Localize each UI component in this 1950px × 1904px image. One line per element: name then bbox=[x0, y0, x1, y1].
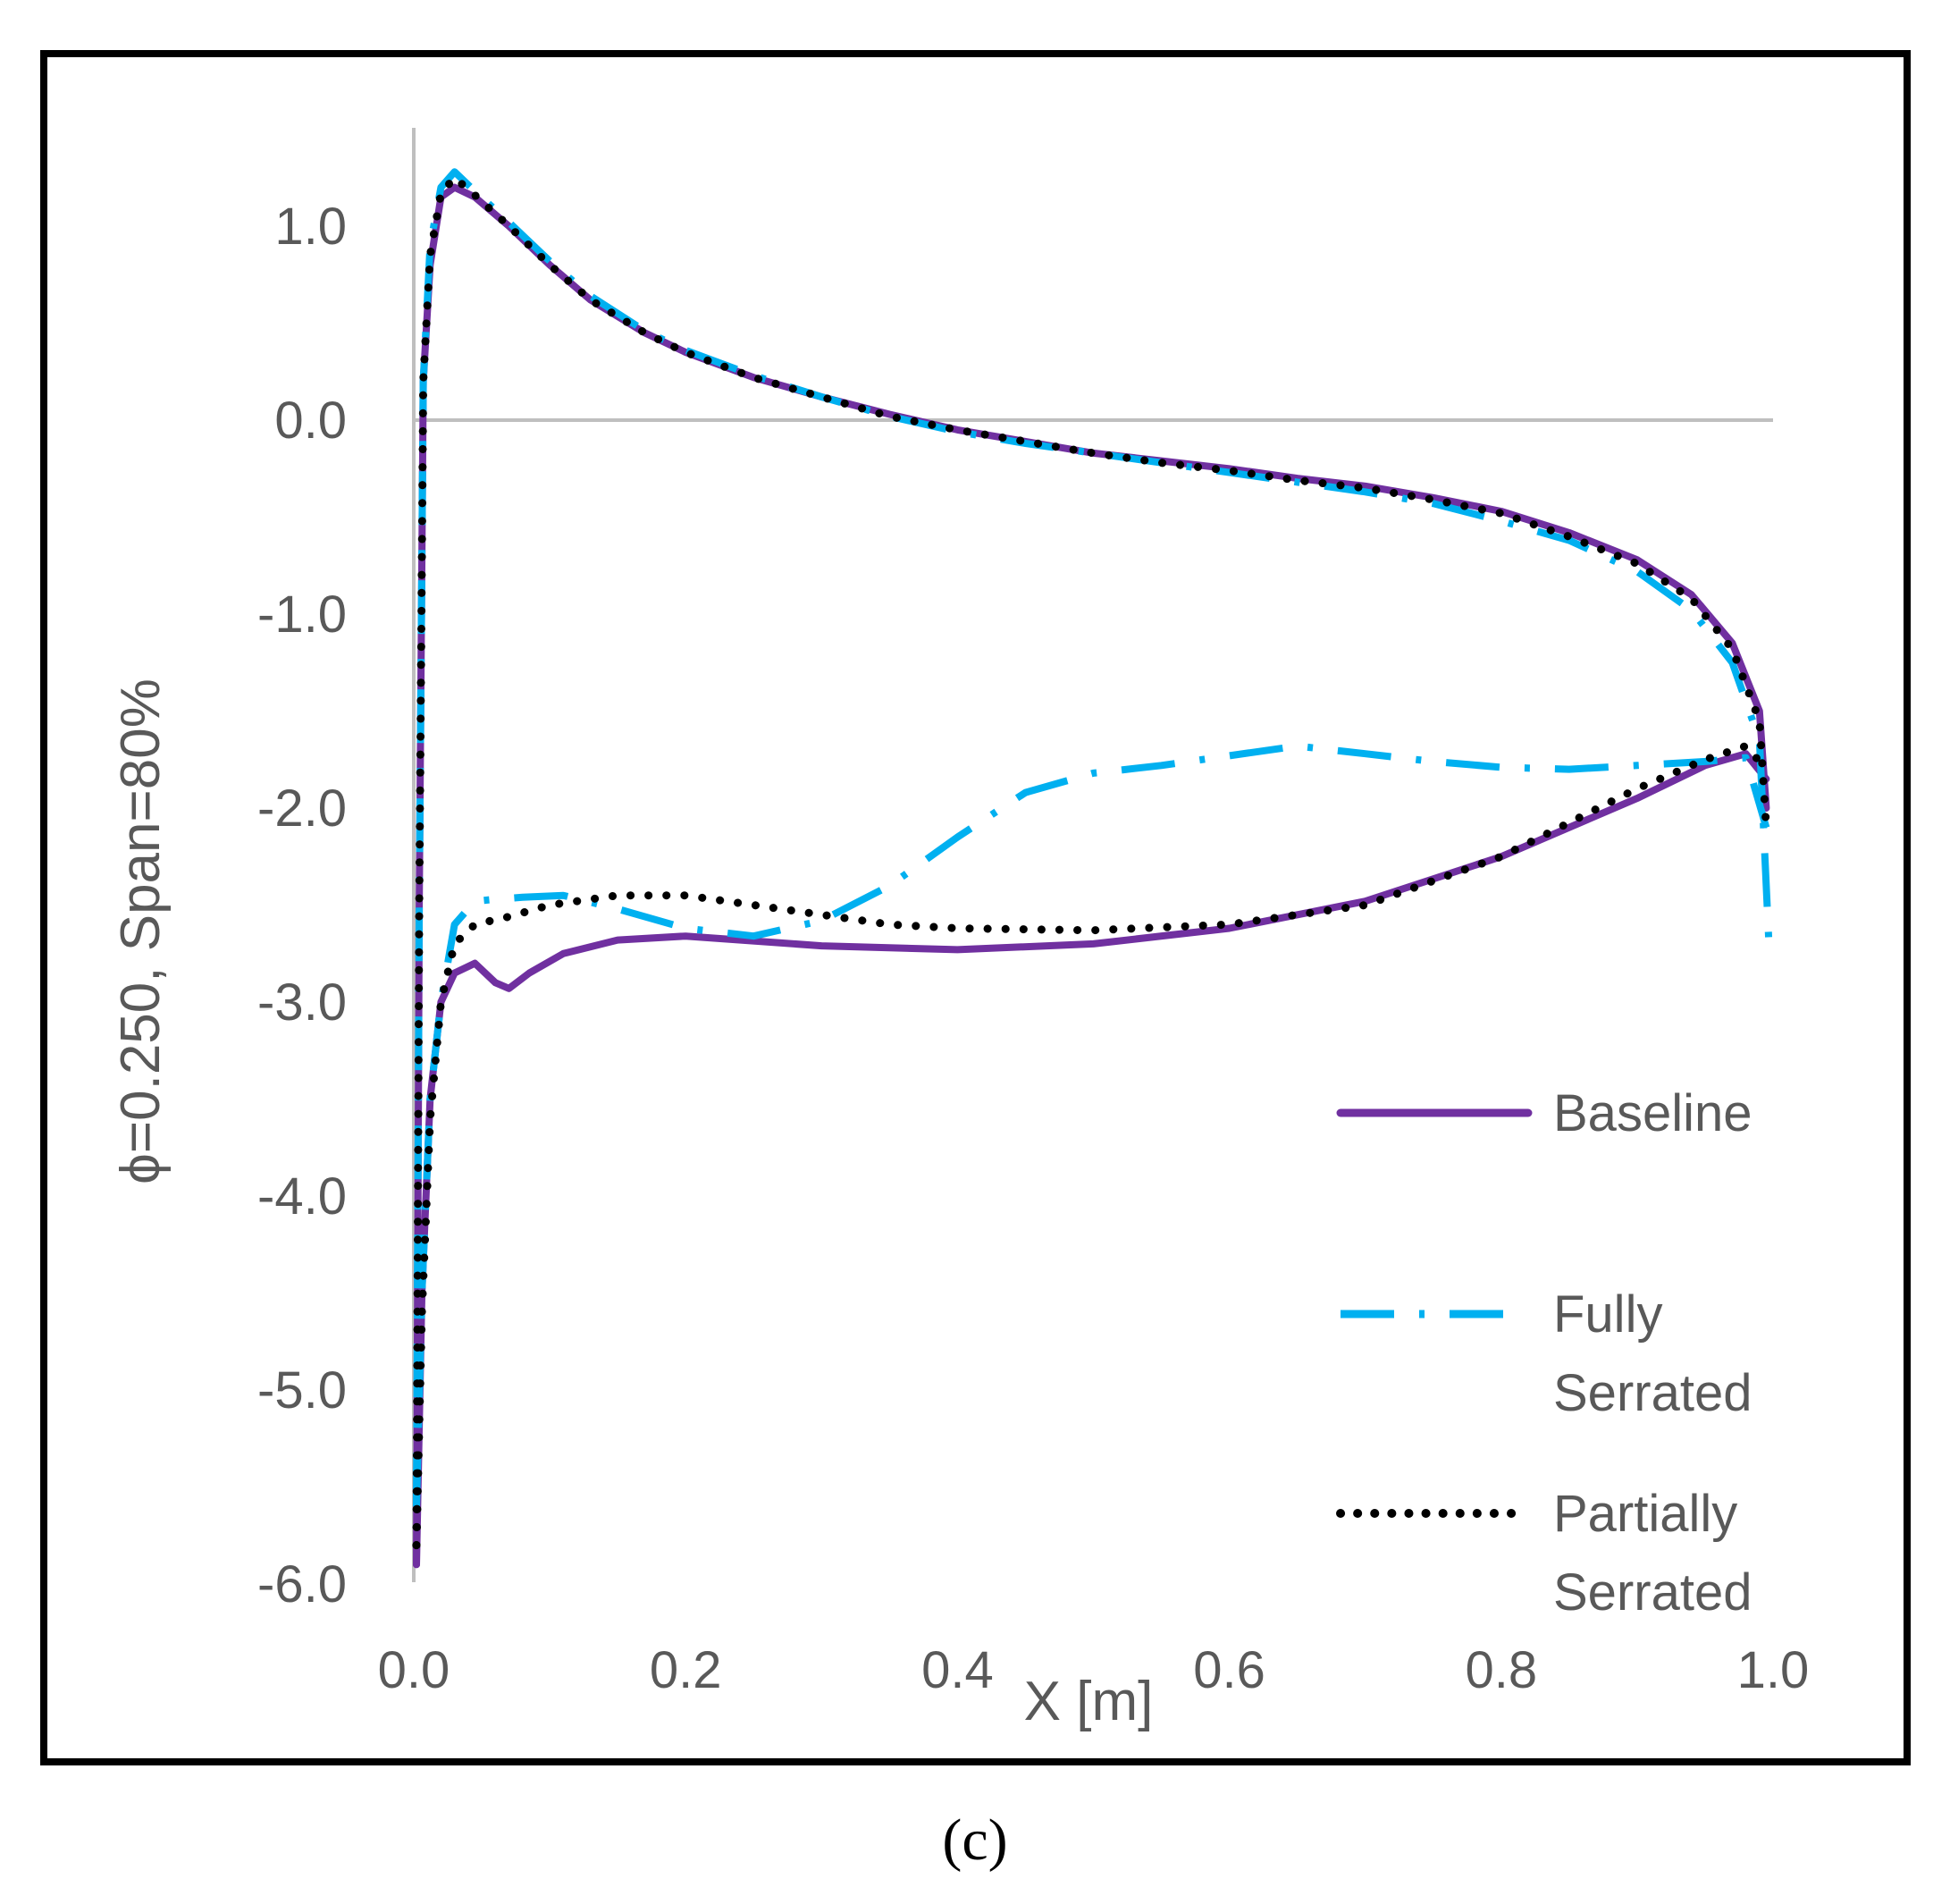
figure-caption: (c) bbox=[942, 1807, 1007, 1873]
x-axis-ticks: 0.0 0.2 0.4 0.6 0.8 1.0 bbox=[378, 1641, 1810, 1699]
axes bbox=[412, 128, 1773, 1582]
legend-label-partially-serrated: Partially bbox=[1553, 1485, 1737, 1543]
y-tick-label: -4.0 bbox=[257, 1167, 347, 1226]
y-tick-label: 0.0 bbox=[274, 392, 347, 450]
chart-frame bbox=[40, 50, 1911, 1765]
plot-area bbox=[412, 168, 1773, 1569]
series-line-baseline-lower bbox=[413, 750, 1770, 1569]
y-axis-ticks: 1.0 0.0 -1.0 -2.0 -3.0 -4.0 -5.0 -6.0 bbox=[257, 198, 347, 1613]
x-tick-label: 0.8 bbox=[1465, 1641, 1537, 1699]
legend-label-fully-serrated: Fully bbox=[1553, 1285, 1662, 1344]
x-tick-label: 0.6 bbox=[1193, 1641, 1265, 1699]
x-axis-title: X [m] bbox=[1024, 1671, 1154, 1732]
legend: Baseline Fully Serrated Partially Serrated bbox=[1336, 1084, 1752, 1622]
legend-label-partially-serrated: Serrated bbox=[1553, 1563, 1752, 1622]
x-tick-label: 0.0 bbox=[378, 1641, 450, 1699]
x-tick-label: 1.0 bbox=[1737, 1641, 1810, 1699]
y-axis-title: ϕ=0.250, Span=80% bbox=[110, 678, 172, 1184]
x-tick-label: 0.4 bbox=[921, 1641, 994, 1699]
x-tick-label: 0.2 bbox=[650, 1641, 722, 1699]
y-tick-label: -6.0 bbox=[257, 1555, 347, 1613]
legend-label-baseline: Baseline bbox=[1553, 1084, 1752, 1142]
legend-label-fully-serrated: Serrated bbox=[1553, 1364, 1752, 1422]
y-tick-label: -5.0 bbox=[257, 1361, 347, 1420]
y-tick-label: 1.0 bbox=[274, 198, 347, 256]
y-tick-label: -3.0 bbox=[257, 973, 347, 1032]
y-tick-label: -2.0 bbox=[257, 779, 347, 838]
series-line-partially-serrated-lower bbox=[412, 742, 1770, 1550]
series-line-fully-serrated-upper bbox=[413, 168, 1773, 1507]
y-tick-label: -1.0 bbox=[257, 586, 347, 644]
